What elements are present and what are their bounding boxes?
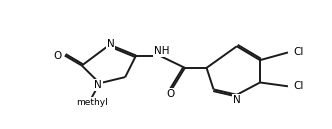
- Text: N: N: [94, 80, 102, 90]
- Text: NH: NH: [154, 46, 169, 56]
- Text: O: O: [53, 51, 62, 61]
- Text: N: N: [233, 95, 241, 105]
- Text: O: O: [167, 89, 175, 99]
- Text: N: N: [107, 39, 114, 49]
- Text: Cl: Cl: [293, 81, 304, 91]
- Text: Cl: Cl: [293, 47, 304, 57]
- Text: methyl: methyl: [76, 98, 108, 107]
